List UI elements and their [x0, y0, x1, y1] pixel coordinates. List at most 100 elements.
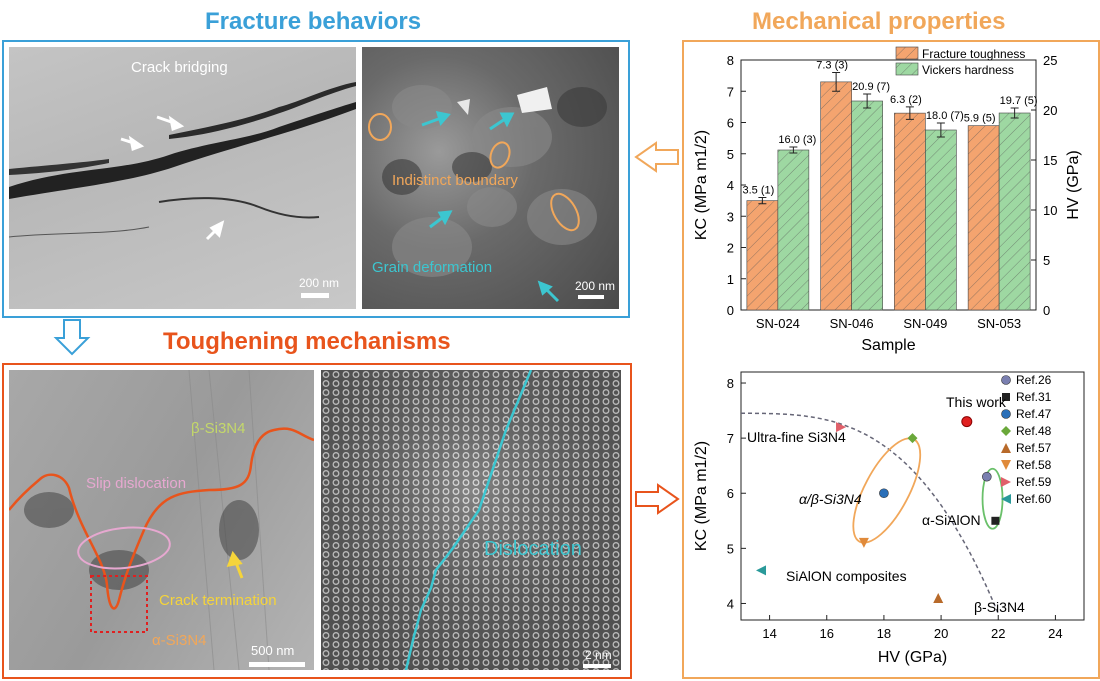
bar-hatch	[999, 113, 1031, 310]
x-tick-label: SN-049	[903, 316, 947, 331]
data-label: 18.0 (7)	[926, 110, 964, 122]
grain-deformation-image: Indistinct boundary Grain deformation 20…	[362, 47, 619, 309]
annotation-alpha-sialon: α-SiAlON	[922, 512, 981, 528]
legend-label: Ref.59	[1016, 475, 1052, 489]
legend-marker	[1001, 375, 1011, 385]
x-tick-label: 14	[762, 626, 776, 641]
mechanical-panel	[682, 40, 1100, 679]
x-tick-label: 22	[991, 626, 1005, 641]
right-arrow-icon	[635, 483, 680, 515]
x-tick-label: 20	[934, 626, 948, 641]
data-label: 6.3 (2)	[890, 94, 922, 106]
bar-hatch	[925, 130, 957, 310]
toughening-panel	[2, 363, 632, 679]
tem-image: β-Si3N4 Slip dislocation Crack terminati…	[9, 370, 314, 670]
bar-chart: 0 1 2 3 4 5 6 7 8 0 5 10 15 20 25 SN-024 3.5 (1) 16.0 (3)…	[693, 46, 1082, 354]
y-tick-label: 5	[727, 541, 734, 556]
y-left-tick-label: 0	[727, 303, 734, 318]
legend-label: Ref.48	[1016, 424, 1052, 438]
white-arrow-icon	[120, 115, 225, 241]
y-right-tick-label: 20	[1043, 103, 1057, 118]
legend-label: Ref.26	[1016, 373, 1052, 387]
legend-swatch-hatch	[896, 63, 918, 75]
data-point	[836, 422, 847, 433]
data-point	[907, 433, 918, 444]
x-tick-label: SN-046	[830, 316, 874, 331]
legend-marker	[1001, 460, 1011, 470]
legend-label: Ref.31	[1016, 390, 1052, 404]
y-tick-label: 4	[727, 596, 734, 611]
data-point	[933, 592, 944, 603]
y-left-tick-label: 6	[727, 116, 734, 131]
data-point	[756, 565, 767, 576]
y-right-tick-label: 10	[1043, 203, 1057, 218]
data-label: 19.7 (5)	[1000, 95, 1038, 107]
x-axis-label: Sample	[861, 337, 915, 354]
legend-label: Vickers hardness	[922, 63, 1014, 77]
y-left-axis-label: KC (MPa m1/2)	[693, 130, 710, 240]
data-label: 3.5 (1)	[742, 185, 774, 197]
data-point	[961, 416, 973, 428]
fracture-title: Fracture behaviors	[205, 8, 422, 35]
plot-frame	[740, 371, 1085, 621]
x-tick-label: SN-053	[977, 316, 1021, 331]
y-left-tick-label: 2	[727, 241, 734, 256]
x-tick-label: 16	[820, 626, 834, 641]
y-left-tick-label: 7	[727, 84, 734, 99]
annotation-this-work: This work	[946, 394, 1007, 410]
bar-hatch	[777, 150, 809, 310]
y-left-tick-label: 1	[727, 272, 734, 287]
legend-marker	[1001, 409, 1011, 419]
boundary-curve	[741, 412, 999, 614]
left-arrow-icon	[634, 141, 679, 173]
legend-label: Ref.57	[1016, 441, 1052, 455]
annotation-sialon-composites: SiAlON composites	[786, 568, 907, 584]
slip-dislocation-label: Slip dislocation	[86, 475, 187, 492]
y-axis-label: KC (MPa m1/2)	[693, 441, 710, 551]
legend-label: Ref.60	[1016, 492, 1052, 506]
data-label: 7.3 (3)	[816, 60, 848, 72]
scale-text-left: 200 nm	[299, 276, 340, 290]
scale-text-right: 200 nm	[575, 279, 616, 293]
scale-bar-left	[301, 293, 329, 298]
data-point	[991, 516, 1000, 525]
scale-text-tem: 500 nm	[251, 643, 295, 658]
bar-hatch	[820, 81, 852, 310]
crack-bridging-image: Crack bridging 200 nm	[9, 47, 356, 309]
legend-marker	[1001, 443, 1011, 453]
y-left-tick-label: 5	[727, 147, 734, 162]
mechanical-title: Mechanical properties	[752, 8, 1006, 35]
scale-bar-right	[578, 295, 604, 299]
scatter-chart: 14 16 18 20 22 24 4 5 6 7 8 Ref.26 Ref.31 Ref.47 Ref.4…	[693, 371, 1085, 666]
y-left-tick-label: 4	[727, 178, 734, 193]
x-tick-label: 24	[1048, 626, 1062, 641]
y-right-tick-label: 0	[1043, 303, 1050, 318]
hrtem-image: Dislocation 2 nm	[321, 370, 621, 670]
data-point	[879, 488, 889, 499]
beta-si3n4-label: β-Si3N4	[191, 420, 246, 437]
data-point	[982, 471, 992, 482]
x-tick-label: SN-024	[756, 316, 800, 331]
data-label: 20.9 (7)	[852, 81, 890, 93]
y-left-tick-label: 3	[727, 209, 734, 224]
legend-marker	[1002, 393, 1010, 401]
y-right-tick-label: 25	[1043, 53, 1057, 68]
legend-label: Ref.47	[1016, 407, 1052, 421]
indistinct-boundary-label: Indistinct boundary	[392, 172, 518, 189]
data-point	[858, 537, 869, 548]
y-tick-label: 8	[727, 376, 734, 391]
bar-hatch	[746, 200, 778, 310]
crack-bridging-label: Crack bridging	[131, 59, 228, 76]
alpha-si3n4-label: α-Si3N4	[152, 632, 207, 649]
dislocation-label: Dislocation	[484, 538, 582, 560]
y-right-tick-label: 5	[1043, 253, 1050, 268]
bar-hatch	[851, 101, 883, 310]
x-tick-label: 18	[877, 626, 891, 641]
grain-deformation-label: Grain deformation	[372, 259, 493, 276]
crack-termination-label: Crack termination	[159, 592, 277, 609]
y-right-axis-label: HV (GPa)	[1065, 150, 1082, 219]
scale-bar-tem	[249, 662, 305, 667]
annotation-alpha-beta: α/β-Si3N4	[799, 491, 862, 507]
legend-marker	[1001, 426, 1011, 436]
data-label: 16.0 (3)	[778, 134, 816, 146]
